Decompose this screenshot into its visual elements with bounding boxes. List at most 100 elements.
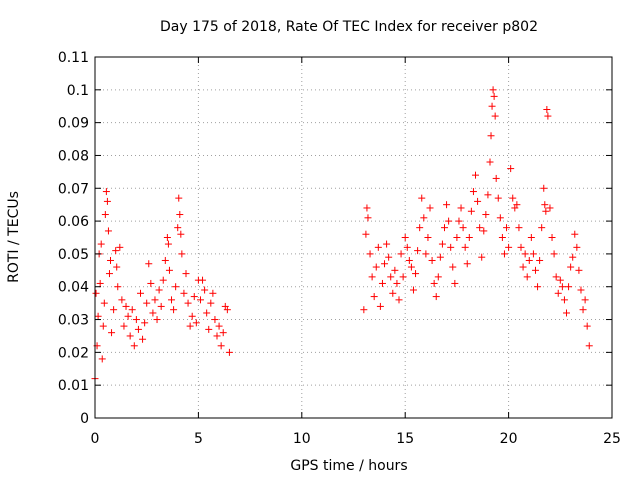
- data-points: [91, 86, 593, 383]
- data-point: [112, 247, 120, 255]
- data-point: [153, 316, 161, 324]
- data-point: [573, 243, 581, 251]
- data-point: [113, 263, 121, 271]
- data-point: [203, 309, 211, 317]
- data-point: [583, 322, 591, 330]
- data-point: [105, 270, 113, 278]
- data-point: [500, 250, 508, 258]
- data-point: [192, 319, 200, 327]
- data-point: [120, 322, 128, 330]
- data-point: [130, 342, 138, 350]
- y-tick-label: 0: [80, 411, 89, 427]
- data-point: [122, 302, 130, 310]
- data-point: [96, 279, 104, 287]
- data-point: [428, 256, 436, 264]
- x-axis-label: GPS time / hours: [290, 458, 407, 474]
- data-point: [529, 250, 537, 258]
- data-point: [517, 243, 525, 251]
- data-point: [447, 243, 455, 251]
- data-point: [565, 283, 573, 291]
- data-point: [556, 276, 564, 284]
- y-tick-label: 0.08: [58, 148, 89, 164]
- data-point: [536, 256, 544, 264]
- data-point: [362, 230, 370, 238]
- data-point: [101, 211, 109, 219]
- data-point: [99, 322, 107, 330]
- data-point: [575, 266, 583, 274]
- data-point: [134, 325, 142, 333]
- x-tick-label: 25: [603, 431, 621, 447]
- data-point: [136, 289, 144, 297]
- data-point: [393, 279, 401, 287]
- data-point: [438, 240, 446, 248]
- data-point: [422, 250, 430, 258]
- data-point: [223, 306, 231, 314]
- data-point: [188, 312, 196, 320]
- data-point: [145, 260, 153, 268]
- data-point: [170, 306, 178, 314]
- y-tick-label: 0.02: [58, 345, 89, 361]
- x-tick-label: 20: [500, 431, 518, 447]
- data-point: [174, 224, 182, 232]
- data-point: [143, 299, 151, 307]
- data-point: [523, 273, 531, 281]
- data-point: [579, 306, 587, 314]
- data-point: [176, 211, 184, 219]
- data-point: [182, 270, 190, 278]
- data-point: [172, 283, 180, 291]
- data-point: [492, 174, 500, 182]
- data-point: [550, 250, 558, 258]
- data-point: [469, 188, 477, 196]
- y-tick-label: 0.04: [58, 280, 89, 296]
- data-point: [378, 279, 386, 287]
- data-point: [563, 309, 571, 317]
- x-tick-label: 5: [194, 431, 203, 447]
- data-point: [491, 112, 499, 120]
- data-point: [403, 243, 411, 251]
- data-point: [513, 201, 521, 209]
- data-point: [585, 342, 593, 350]
- data-point: [405, 256, 413, 264]
- data-point: [100, 299, 108, 307]
- data-point: [554, 289, 562, 297]
- data-point: [544, 112, 552, 120]
- data-point: [541, 201, 549, 209]
- data-point: [418, 194, 426, 202]
- data-point: [490, 92, 498, 100]
- data-point: [215, 322, 223, 330]
- data-point: [577, 286, 585, 294]
- data-point: [515, 224, 523, 232]
- data-point: [103, 197, 111, 205]
- data-point: [455, 217, 463, 225]
- data-point: [219, 329, 227, 337]
- y-tick-labels: 0 0.01 0.02 0.03 0.04 0.05 0.06 0.07 0.08 0.09 0.1…: [58, 50, 89, 427]
- data-point: [186, 322, 194, 330]
- data-point: [420, 214, 428, 222]
- y-tick-label: 0.05: [58, 247, 89, 263]
- data-point: [449, 263, 457, 271]
- y-tick-label: 0.11: [58, 50, 89, 66]
- data-point: [489, 86, 497, 94]
- y-tick-label: 0.1: [67, 83, 89, 99]
- data-point: [459, 224, 467, 232]
- y-tick-label: 0.03: [58, 313, 89, 329]
- x-tick-label: 15: [396, 431, 414, 447]
- data-point: [391, 266, 399, 274]
- data-point: [401, 234, 409, 241]
- data-point: [397, 250, 405, 258]
- data-point: [531, 266, 539, 274]
- data-point: [141, 319, 149, 327]
- data-point: [548, 234, 556, 241]
- data-point: [372, 263, 380, 271]
- data-point: [381, 260, 389, 268]
- plot-frame: [94, 56, 613, 419]
- data-point: [552, 273, 560, 281]
- data-point: [102, 188, 110, 196]
- data-point: [509, 194, 517, 202]
- data-point: [157, 302, 165, 310]
- data-point: [461, 243, 469, 251]
- data-point: [560, 296, 568, 304]
- data-point: [445, 217, 453, 225]
- y-tick-label: 0.09: [58, 116, 89, 132]
